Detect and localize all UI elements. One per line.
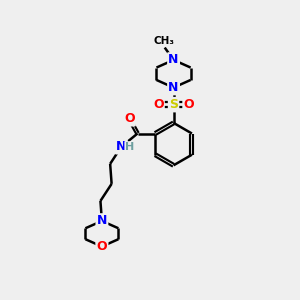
Text: O: O bbox=[153, 98, 164, 111]
Text: N: N bbox=[168, 53, 179, 66]
Text: O: O bbox=[124, 112, 135, 125]
Text: S: S bbox=[169, 98, 178, 111]
Text: H: H bbox=[125, 142, 134, 152]
Text: CH₃: CH₃ bbox=[154, 36, 175, 46]
Text: O: O bbox=[184, 98, 194, 111]
Text: N: N bbox=[116, 140, 127, 153]
Text: N: N bbox=[168, 81, 179, 94]
Text: O: O bbox=[97, 240, 107, 253]
Text: N: N bbox=[97, 214, 107, 227]
